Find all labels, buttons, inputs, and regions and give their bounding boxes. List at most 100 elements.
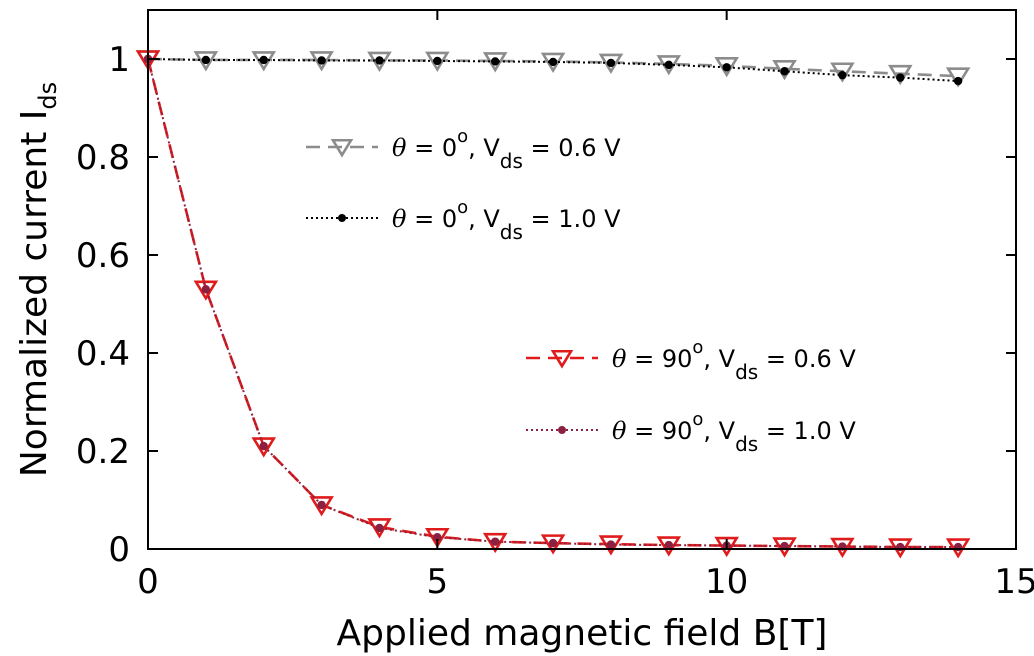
legend-tail: = 0.6 V (758, 345, 856, 373)
data-point-triangle (482, 52, 508, 73)
legend-sub: ds (735, 432, 758, 456)
data-point-triangle (550, 349, 574, 369)
data-point-triangle (193, 51, 219, 72)
legend-entry-2: θ = 0o, Vds = 1.0 V (306, 197, 621, 244)
legend-sup: o (457, 126, 468, 147)
data-point-triangle (887, 64, 913, 86)
data-point-triangle (367, 518, 392, 539)
data-point-triangle (945, 538, 971, 559)
data-point-triangle (945, 67, 971, 88)
legend-theta: θ (392, 205, 407, 233)
data-point-triangle (309, 496, 334, 517)
data-point-dot (491, 57, 500, 66)
x-tick-label: 10 (705, 562, 748, 602)
legend-theta: θ (392, 134, 407, 162)
data-point-dot (606, 540, 616, 549)
legend-label: θ = 90o, Vds = 1.0 V (612, 409, 856, 456)
data-point-dot (491, 537, 500, 546)
legend-comma: , V (703, 417, 735, 445)
data-point-dot (201, 285, 211, 294)
x-tick-label: 15 (994, 562, 1034, 602)
data-point-dot (548, 538, 558, 548)
data-point-dot (780, 67, 789, 76)
legend-theta: θ (612, 417, 627, 445)
data-point-triangle (251, 437, 277, 458)
data-point-dot (548, 57, 558, 67)
y-axis-title: Normalized current Ids (14, 82, 62, 477)
data-point-dot (896, 73, 905, 82)
data-point-dot (606, 58, 616, 68)
series-line (146, 58, 959, 549)
y-axis-title-group: Normalized current Ids (14, 82, 62, 477)
data-point-triangle (830, 62, 855, 83)
data-point-triangle (772, 59, 797, 81)
legend-entry-3: θ = 90o, Vds = 0.6 V (526, 337, 856, 384)
data-point-dot (433, 56, 442, 66)
legend-sub: ds (735, 360, 758, 384)
legend-tail: = 0.6 V (523, 134, 621, 162)
data-point-dot (558, 426, 566, 434)
data-point-dot (838, 70, 847, 80)
data-point-dot (375, 523, 384, 533)
data-point-dot (201, 55, 211, 65)
series-layer (135, 50, 971, 559)
data-point-triangle (309, 51, 334, 72)
data-point-dot (664, 60, 673, 70)
data-point-triangle (598, 53, 624, 74)
legend-eq: = 90 (626, 345, 692, 373)
y-tick-label: 0.2 (76, 432, 130, 472)
legend-sub: ds (500, 220, 523, 244)
legend-tail: = 1.0 V (523, 205, 621, 233)
legend-comma: , V (703, 345, 735, 373)
x-tick-label: 5 (427, 562, 449, 602)
data-point-dot (317, 500, 326, 510)
legend-label: θ = 0o, Vds = 0.6 V (392, 126, 621, 173)
legend-sup: o (692, 337, 703, 358)
data-point-dot (259, 55, 268, 65)
y-axis-title-subscript: ds (34, 82, 62, 110)
legend: θ = 0o, Vds = 0.6 Vθ = 0o, Vds = 1.0 Vθ … (306, 126, 856, 456)
legend-entry-1: θ = 0o, Vds = 0.6 V (306, 126, 621, 173)
y-axis-title-main: Normalized current I (14, 110, 55, 478)
legend-sub: ds (500, 149, 523, 173)
data-point-triangle (193, 280, 219, 301)
y-tick-label: 0.6 (76, 236, 130, 276)
legend-theta: θ (612, 345, 627, 373)
legend-comma: , V (468, 205, 500, 233)
x-axis-title: Applied magnetic field B[T] (337, 613, 828, 654)
legend-comma: , V (468, 134, 500, 162)
data-point-dot (259, 441, 268, 451)
legend-label: θ = 90o, Vds = 0.6 V (612, 337, 856, 384)
axis-ticks: 0 5 10 15 0 0.2 0.4 0.6 0.8 1 (76, 10, 1034, 602)
legend-eq: = 90 (626, 417, 692, 445)
y-tick-label: 0 (108, 530, 130, 570)
data-point-dot (317, 56, 326, 65)
legend-sup: o (692, 409, 703, 430)
plot-frame (147, 9, 1017, 550)
data-point-dot (722, 63, 731, 72)
legend-sup: o (457, 197, 468, 218)
data-point-dot (953, 76, 963, 86)
data-point-triangle (540, 534, 566, 555)
data-point-dot (375, 56, 384, 65)
y-tick-label: 1 (108, 40, 130, 80)
data-point-dot (664, 540, 673, 550)
data-point-dot (433, 533, 442, 542)
y-tick-label: 0.4 (76, 334, 130, 374)
data-point-triangle (830, 537, 855, 559)
legend-entry-4: θ = 90o, Vds = 1.0 V (526, 409, 856, 456)
data-point-dot (338, 214, 346, 222)
data-point-triangle (425, 527, 450, 549)
legend-eq: = 0 (406, 205, 457, 233)
data-point-triangle (714, 536, 739, 558)
legend-eq: = 0 (406, 134, 457, 162)
data-point-triangle (330, 138, 354, 158)
data-point-triangle (425, 51, 450, 72)
y-tick-label: 0.8 (76, 138, 130, 178)
data-point-triangle (714, 57, 739, 78)
data-point-triangle (656, 536, 682, 557)
legend-label: θ = 0o, Vds = 1.0 V (392, 197, 621, 244)
x-tick-label: 0 (137, 562, 159, 602)
